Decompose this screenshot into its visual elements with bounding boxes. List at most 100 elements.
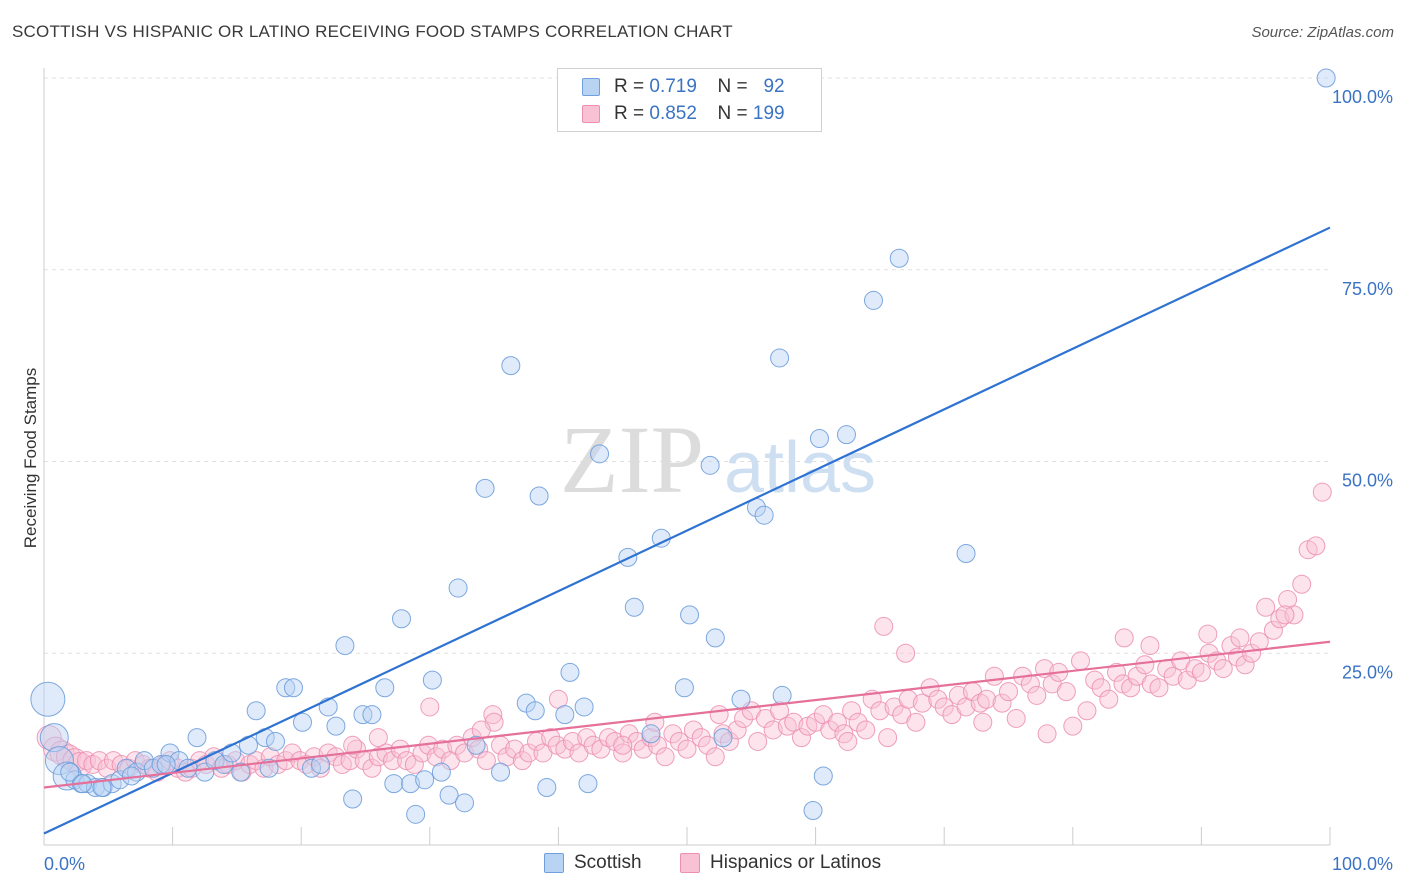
hispanic-point — [734, 708, 754, 728]
correlation-legend: R = 0.719 N = 92 R = 0.852 N = 199 — [557, 68, 822, 132]
scottish-point — [276, 678, 296, 698]
hispanic-point — [62, 748, 88, 774]
hispanic-point — [992, 693, 1012, 713]
hispanic-swatch — [582, 105, 600, 123]
hispanic-point — [512, 751, 532, 771]
scottish-point — [754, 505, 774, 525]
hispanic-point — [896, 643, 916, 663]
trendlines — [43, 226, 1331, 835]
hispanic-point — [906, 712, 926, 732]
scottish-point — [475, 478, 495, 498]
scottish-point — [214, 754, 234, 774]
hispanic-trendline — [43, 640, 1331, 789]
hispanic-point — [1198, 624, 1218, 644]
scottish-point — [466, 735, 486, 755]
scottish-point — [555, 705, 575, 725]
scottish-point — [439, 785, 459, 805]
scottish-point — [392, 609, 412, 629]
watermark-atlas: atlas — [724, 428, 876, 508]
scottish-point — [406, 804, 426, 824]
scottish-point — [343, 789, 363, 809]
hispanic-point — [928, 689, 948, 709]
scottish-point — [259, 758, 279, 778]
hispanic-point — [1006, 708, 1026, 728]
scottish-point — [491, 762, 511, 782]
hispanic-point — [296, 754, 316, 774]
scottish-point — [641, 724, 661, 744]
hispanic-point — [1135, 655, 1155, 675]
chart-title: SCOTTISH VS HISPANIC OR LATINO RECEIVING… — [12, 22, 733, 41]
y-tick-label-2: 75.0% — [1342, 279, 1393, 299]
scottish-point — [431, 762, 451, 782]
hispanic-point — [555, 739, 575, 759]
hispanic-point — [669, 731, 689, 751]
hispanic-point — [362, 758, 382, 778]
hispanic-point — [1056, 682, 1076, 702]
scottish-point — [292, 712, 312, 732]
scottish-point — [501, 356, 521, 376]
hispanic-point — [709, 705, 729, 725]
hispanic-point — [838, 731, 858, 751]
scottish-n-label: N = — [717, 76, 748, 97]
hispanic-point — [420, 697, 440, 717]
hispanic-point — [691, 728, 711, 748]
hispanic-point — [663, 724, 683, 744]
hispanic-point — [870, 701, 890, 721]
scottish-point — [231, 762, 251, 782]
bottom-legend-scottish-label: Scottish — [574, 852, 642, 873]
scottish-r-value: 0.719 — [649, 76, 697, 97]
legend-row-hispanic: R = 0.852 N = 199 — [582, 101, 785, 127]
hispanic-point — [1027, 685, 1047, 705]
y-tick-label-3: 100.0% — [1332, 87, 1393, 107]
hispanic-point — [655, 747, 675, 767]
scottish-point — [863, 290, 883, 310]
hispanic-point — [948, 685, 968, 705]
hispanic-r-value: 0.852 — [649, 103, 697, 124]
hispanic-point — [820, 720, 840, 740]
hispanic-point — [97, 758, 117, 778]
scottish-point — [813, 766, 833, 786]
scottish-point — [700, 455, 720, 475]
scottish-point — [705, 628, 725, 648]
scottish-point — [560, 662, 580, 682]
hispanic-point — [1063, 716, 1083, 736]
hispanic-point — [1091, 678, 1111, 698]
hispanic-point — [827, 712, 847, 732]
bottom-legend-hispanic-swatch — [680, 853, 700, 873]
scottish-point — [1316, 68, 1336, 88]
hispanic-point — [977, 689, 997, 709]
scottish-point — [265, 731, 285, 751]
hispanic-point — [784, 712, 804, 732]
scottish-point — [310, 754, 330, 774]
hispanic-point — [1292, 574, 1312, 594]
bottom-legend-scottish-swatch — [544, 853, 564, 873]
y-tick-label-1: 50.0% — [1342, 471, 1393, 491]
hispanic-point — [999, 682, 1018, 702]
hispanic-point — [1114, 628, 1134, 648]
scottish-point — [415, 770, 435, 790]
hispanic-point — [1191, 662, 1211, 682]
scottish-point — [60, 762, 80, 782]
hispanic-point — [619, 724, 639, 744]
hispanic-point — [613, 735, 633, 755]
scottish-point — [384, 774, 404, 794]
x-tick-label-0: 0.0% — [44, 854, 85, 874]
scottish-point — [222, 743, 242, 763]
hispanic-point — [1306, 536, 1326, 556]
scottish-point — [956, 544, 976, 564]
scottish-point — [578, 774, 598, 794]
hispanic-series-points — [36, 482, 1332, 782]
hispanic-point — [89, 751, 109, 771]
hispanic-point — [383, 751, 403, 771]
hispanic-point — [1071, 651, 1091, 671]
hispanic-point — [878, 728, 898, 748]
hispanic-point — [1213, 659, 1233, 679]
hispanic-point — [848, 712, 868, 732]
hispanic-point — [748, 731, 768, 751]
hispanic-n-label: N = — [717, 103, 748, 124]
hispanic-point — [455, 743, 475, 763]
y-tick-label-0: 25.0% — [1342, 662, 1393, 682]
bottom-legend-hispanic-label: Hispanics or Latinos — [710, 852, 882, 873]
watermark: ZIP atlas — [560, 406, 876, 513]
